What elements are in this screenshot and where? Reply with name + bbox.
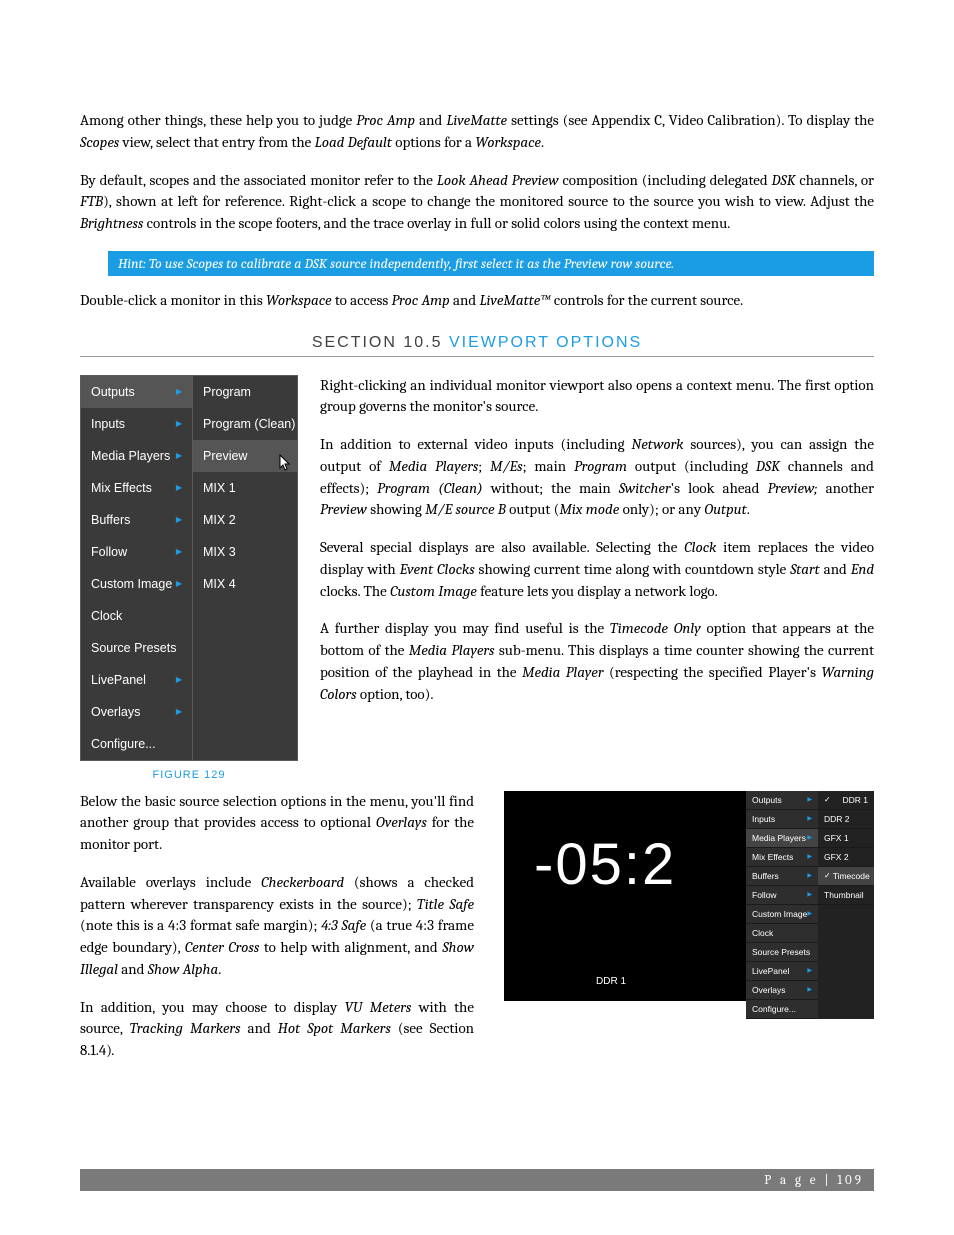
mini-menu-item[interactable]: Source Presets xyxy=(746,943,818,962)
mini-menu-item[interactable]: Media Players▶ xyxy=(746,829,818,848)
chevron-right-icon: ▶ xyxy=(176,579,182,588)
mini-menu-item[interactable]: Configure... xyxy=(746,1000,818,1019)
mini-menu-item[interactable]: Clock xyxy=(746,924,818,943)
menu-item[interactable]: Inputs▶ xyxy=(81,408,192,440)
menu-item[interactable]: Overlays▶ xyxy=(81,696,192,728)
menu-item[interactable]: Configure... xyxy=(81,728,192,760)
chevron-right-icon: ▶ xyxy=(807,834,812,841)
mini-context-menu: Outputs▶Inputs▶Media Players▶Mix Effects… xyxy=(746,791,874,1019)
mini-menu-item[interactable]: LivePanel▶ xyxy=(746,962,818,981)
page-footer: P a g e | 109 xyxy=(80,1169,874,1191)
intro-para-3: Double-click a monitor in this Workspace… xyxy=(80,290,874,312)
hint-callout: Hint: To use Scopes to calibrate a DSK s… xyxy=(108,251,874,276)
chevron-right-icon: ▶ xyxy=(176,515,182,524)
section-divider xyxy=(80,356,874,357)
chevron-right-icon: ▶ xyxy=(807,872,812,879)
mini-submenu-item[interactable]: Thumbnail xyxy=(818,886,874,905)
chevron-right-icon: ▶ xyxy=(176,707,182,716)
below-para-1: Below the basic source selection options… xyxy=(80,791,474,856)
section-heading: SECTION 10.5 VIEWPORT OPTIONS xyxy=(80,334,874,352)
timecode-value: -05:2 xyxy=(534,831,676,898)
viewport-para-2: In addition to external video inputs (in… xyxy=(320,434,874,521)
menu-item[interactable]: Media Players▶ xyxy=(81,440,192,472)
menu-item[interactable]: Source Presets xyxy=(81,632,192,664)
mini-submenu-item[interactable]: GFX 1 xyxy=(818,829,874,848)
mini-submenu-item[interactable]: DDR 2 xyxy=(818,810,874,829)
mini-menu-item[interactable]: Follow▶ xyxy=(746,886,818,905)
timecode-panel-figure: -05:2 DDR 1 Outputs▶Inputs▶Media Players… xyxy=(504,791,874,1001)
menu-item[interactable]: Follow▶ xyxy=(81,536,192,568)
viewport-para-4: A further display you may find useful is… xyxy=(320,618,874,705)
chevron-right-icon: ▶ xyxy=(176,547,182,556)
chevron-right-icon: ▶ xyxy=(176,675,182,684)
submenu-item[interactable]: MIX 4 xyxy=(193,568,297,600)
mini-menu-item[interactable]: Custom Image▶ xyxy=(746,905,818,924)
mini-menu-item[interactable]: Inputs▶ xyxy=(746,810,818,829)
context-menu-figure: Outputs▶Inputs▶Media Players▶Mix Effects… xyxy=(80,375,298,761)
mini-submenu-item[interactable]: ✓Timecode xyxy=(818,867,874,886)
below-para-3: In addition, you may choose to display V… xyxy=(80,997,474,1062)
mini-menu-item[interactable]: Outputs▶ xyxy=(746,791,818,810)
menu-item[interactable]: Buffers▶ xyxy=(81,504,192,536)
figure-129-caption: FIGURE 129 xyxy=(80,769,298,781)
chevron-right-icon: ▶ xyxy=(807,967,812,974)
mini-menu-item[interactable]: Mix Effects▶ xyxy=(746,848,818,867)
chevron-right-icon: ▶ xyxy=(807,986,812,993)
chevron-right-icon: ▶ xyxy=(807,815,812,822)
below-para-2: Available overlays include Checkerboard … xyxy=(80,872,474,981)
check-icon: ✓ xyxy=(824,871,831,880)
menu-item[interactable]: LivePanel▶ xyxy=(81,664,192,696)
mini-submenu-item[interactable]: GFX 2 xyxy=(818,848,874,867)
menu-item[interactable]: Custom Image▶ xyxy=(81,568,192,600)
mini-menu-item[interactable]: Overlays▶ xyxy=(746,981,818,1000)
chevron-right-icon: ▶ xyxy=(176,451,182,460)
chevron-right-icon: ▶ xyxy=(176,483,182,492)
submenu-item[interactable]: MIX 2 xyxy=(193,504,297,536)
chevron-right-icon: ▶ xyxy=(176,387,182,396)
timecode-source-label: DDR 1 xyxy=(596,976,626,987)
submenu-item[interactable]: Preview xyxy=(193,440,297,472)
mini-menu-item[interactable]: Buffers▶ xyxy=(746,867,818,886)
chevron-right-icon: ▶ xyxy=(807,853,812,860)
menu-item[interactable]: Mix Effects▶ xyxy=(81,472,192,504)
submenu-item[interactable]: Program (Clean) xyxy=(193,408,297,440)
viewport-para-1: Right-clicking an individual monitor vie… xyxy=(320,375,874,419)
chevron-right-icon: ▶ xyxy=(807,796,812,803)
chevron-right-icon: ▶ xyxy=(176,419,182,428)
chevron-right-icon: ▶ xyxy=(807,891,812,898)
submenu-item[interactable]: Program xyxy=(193,376,297,408)
intro-para-1: Among other things, these help you to ju… xyxy=(80,110,874,154)
viewport-para-3: Several special displays are also availa… xyxy=(320,537,874,602)
chevron-right-icon: ▶ xyxy=(807,910,812,917)
mini-submenu-item[interactable]: ✓DDR 1 xyxy=(818,791,874,810)
intro-para-2: By default, scopes and the associated mo… xyxy=(80,170,874,235)
menu-item[interactable]: Outputs▶ xyxy=(81,376,192,408)
submenu-item[interactable]: MIX 1 xyxy=(193,472,297,504)
menu-item[interactable]: Clock xyxy=(81,600,192,632)
submenu-item[interactable]: MIX 3 xyxy=(193,536,297,568)
check-icon: ✓ xyxy=(824,795,831,804)
